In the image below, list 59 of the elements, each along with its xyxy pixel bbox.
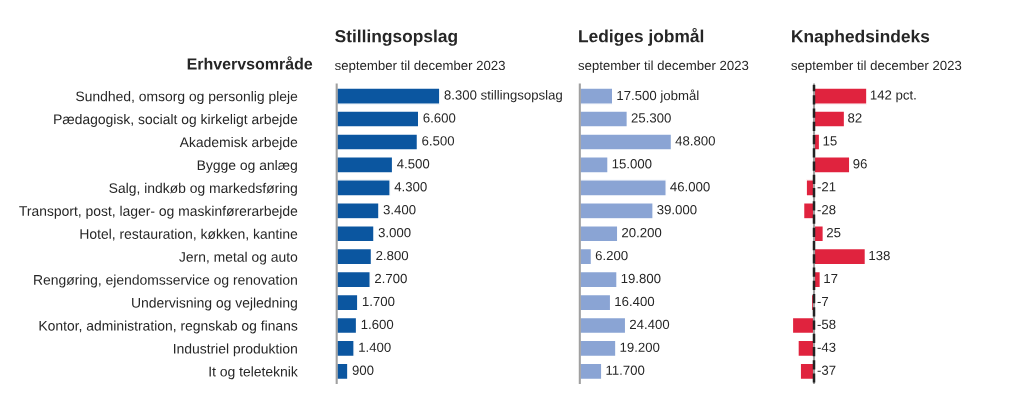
data-label: -37 [817, 365, 836, 375]
y-tick-label: Kontor, administration, regnskab og finans [39, 320, 298, 334]
data-label: 96 [853, 159, 867, 169]
data-label: 25.300 [631, 113, 671, 123]
data-label: 11.700 [606, 365, 645, 375]
data-label: 82 [848, 113, 862, 123]
data-label: -58 [817, 319, 836, 330]
data-label: 4.300 [394, 182, 427, 192]
data-label: 17 [824, 273, 838, 284]
data-label: 48.800 [675, 136, 715, 146]
data-label: 1.600 [361, 319, 394, 330]
data-label: 17.500 jobmål [617, 89, 699, 103]
y-tick-label: Sundhed, omsorg og personlig pleje [76, 91, 298, 105]
data-label: 25 [826, 227, 841, 238]
data-label: 4.500 [397, 159, 430, 169]
data-label: 1.400 [359, 342, 391, 352]
y-axis-title: Erhvervsområde [187, 56, 313, 70]
data-label: -7 [817, 296, 829, 306]
y-tick-label: Industriel produktion [174, 343, 297, 357]
y-tick-label: Salg, indkøb og markedsføring [109, 182, 297, 196]
data-label: 15.000 [612, 159, 652, 169]
y-tick-label: Undervisning og vejledning [132, 297, 297, 311]
data-label: 138 [869, 250, 890, 261]
data-label: -43 [817, 342, 836, 352]
data-label: 39.000 [657, 205, 697, 215]
data-label: 3.000 [378, 227, 411, 238]
y-tick-label: It og teleteknik [209, 366, 298, 380]
data-label: 46.000 [670, 182, 710, 192]
data-label: -21 [817, 182, 836, 192]
y-tick-label: Akademisk arbejde [179, 136, 298, 150]
chart-subtitle: september til december 2023 [791, 60, 962, 73]
data-label: -28 [817, 205, 836, 215]
chart-subtitle: september til december 2023 [334, 60, 505, 73]
data-label: 3.400 [383, 205, 416, 215]
data-label: 15 [823, 136, 837, 146]
data-label: 1.700 [362, 296, 395, 307]
chart-title: Knaphedsindeks [792, 29, 930, 46]
data-label: 142 pct. [870, 90, 916, 103]
data-label: 6.600 [423, 113, 456, 123]
y-tick-label: Rengøring, ejendomsservice og renovation [34, 274, 297, 288]
data-label: 19.800 [621, 273, 661, 284]
y-tick-label: Transport, post, lager- og maskinførerarbejde [19, 205, 298, 219]
data-label: 20.200 [622, 227, 662, 238]
y-tick-label: Bygge og anlæg [197, 159, 297, 173]
data-label: 8.300 stillingsopslag [444, 89, 562, 103]
y-tick-label: Hotel, restauration, køkken, kantine [80, 228, 298, 241]
data-label: 16.400 [615, 296, 655, 307]
data-label: 6.200 [595, 250, 628, 261]
data-label: 2.700 [375, 273, 407, 284]
data-label: 900 [352, 365, 374, 375]
chart-title: Lediges jobmål [579, 27, 704, 46]
y-tick-label: Pædagogisk, socialt og kirkeligt arbejde [54, 114, 298, 127]
data-label: 24.400 [629, 319, 670, 330]
data-label: 19.200 [620, 342, 660, 352]
chart-subtitle: september til december 2023 [578, 60, 749, 73]
data-label: 2.800 [376, 250, 409, 261]
data-label: 6.500 [422, 136, 455, 146]
y-tick-label: Jern, metal og auto [179, 251, 298, 265]
chart-title: Stillingsopslag [335, 29, 457, 46]
